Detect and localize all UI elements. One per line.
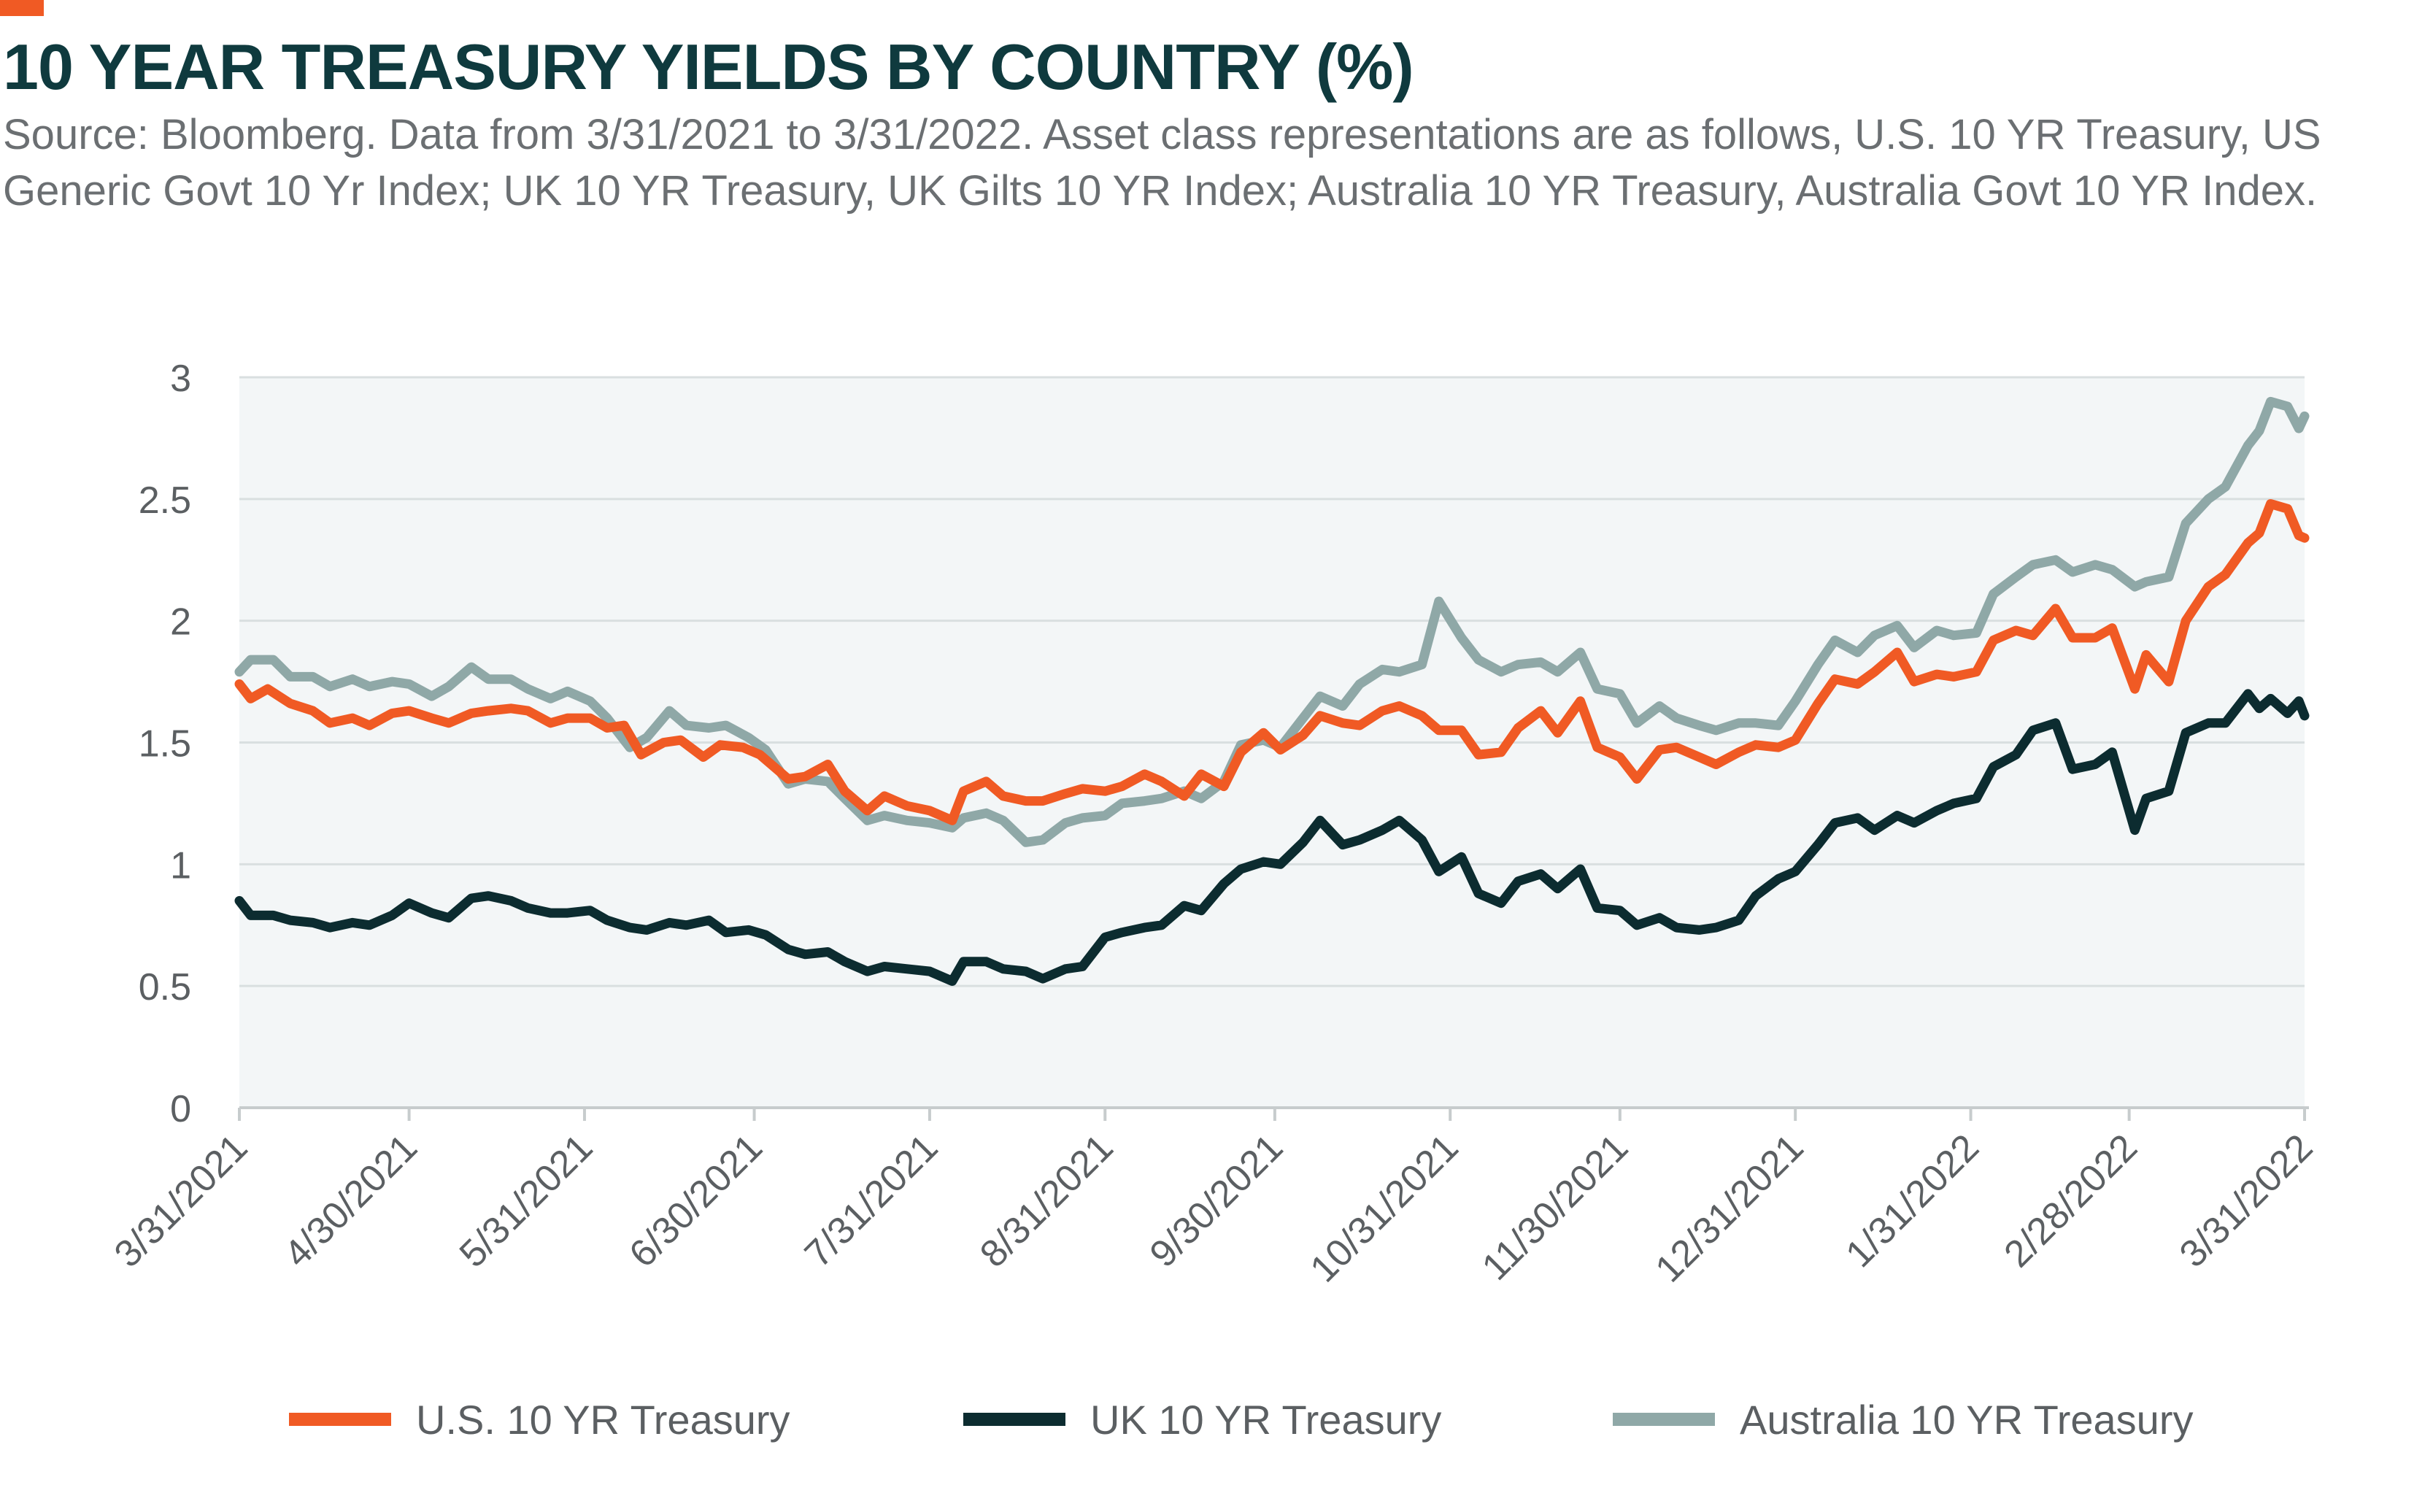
x-tick-label: 12/31/2021: [1648, 1126, 1812, 1290]
legend-label-australia: Australia 10 YR Treasury: [1740, 1396, 2194, 1443]
legend-item-us: U.S. 10 YR Treasury: [289, 1394, 790, 1445]
x-tick-label: 11/30/2021: [1474, 1126, 1636, 1288]
x-tick-label: 4/30/2021: [276, 1126, 425, 1276]
series-lines: [234, 396, 2310, 986]
y-tick-label: 1: [170, 844, 191, 887]
legend-swatch-uk: [963, 1413, 1065, 1426]
y-tick-label: 2: [170, 601, 191, 644]
y-axis: 0 0.5 1 1.5 2 2.5 3: [139, 358, 191, 1130]
chart-title: 10 YEAR TREASURY YIELDS BY COUNTRY (%): [3, 31, 1414, 103]
series-line-australia-10-yr-treasury: [234, 396, 2310, 847]
y-tick-label: 3: [170, 358, 191, 400]
chart-subtitle: Source: Bloomberg. Data from 3/31/2021 t…: [3, 111, 2321, 215]
legend-label-uk: UK 10 YR Treasury: [1090, 1396, 1442, 1443]
legend-item-uk: UK 10 YR Treasury: [963, 1394, 1441, 1445]
x-tick-label: 2/28/2022: [1997, 1126, 2146, 1276]
x-tick-label: 3/31/2022: [2172, 1126, 2321, 1276]
y-tick-label: 0: [170, 1088, 191, 1130]
accent-mark: [0, 0, 44, 16]
legend-item-australia: Australia 10 YR Treasury: [1613, 1394, 2193, 1445]
legend-swatch-australia: [1613, 1413, 1715, 1426]
y-tick-label: 1.5: [139, 723, 191, 765]
x-tick-label: 8/31/2021: [972, 1126, 1122, 1276]
x-tick-label: 9/30/2021: [1142, 1126, 1292, 1276]
x-tick-label: 6/30/2021: [621, 1126, 771, 1276]
legend-label-us: U.S. 10 YR Treasury: [416, 1396, 790, 1443]
x-tick-label: 10/31/2021: [1303, 1126, 1467, 1290]
series-line-uk-10-yr-treasury: [234, 689, 2310, 986]
y-tick-label: 0.5: [139, 966, 191, 1008]
x-axis: 3/31/2021 4/30/2021 5/31/2021 6/30/2021 7/31…: [107, 1106, 2321, 1291]
x-tick-label: 1/31/2022: [1838, 1126, 1987, 1276]
x-tick-label: 5/31/2021: [452, 1126, 601, 1276]
x-tick-label: 3/31/2021: [107, 1126, 256, 1276]
x-tick-label: 7/31/2021: [797, 1126, 946, 1276]
y-tick-label: 2.5: [139, 479, 191, 522]
series-line-u-s-10-yr-treasury: [234, 499, 2310, 825]
legend-swatch-us: [289, 1413, 391, 1426]
